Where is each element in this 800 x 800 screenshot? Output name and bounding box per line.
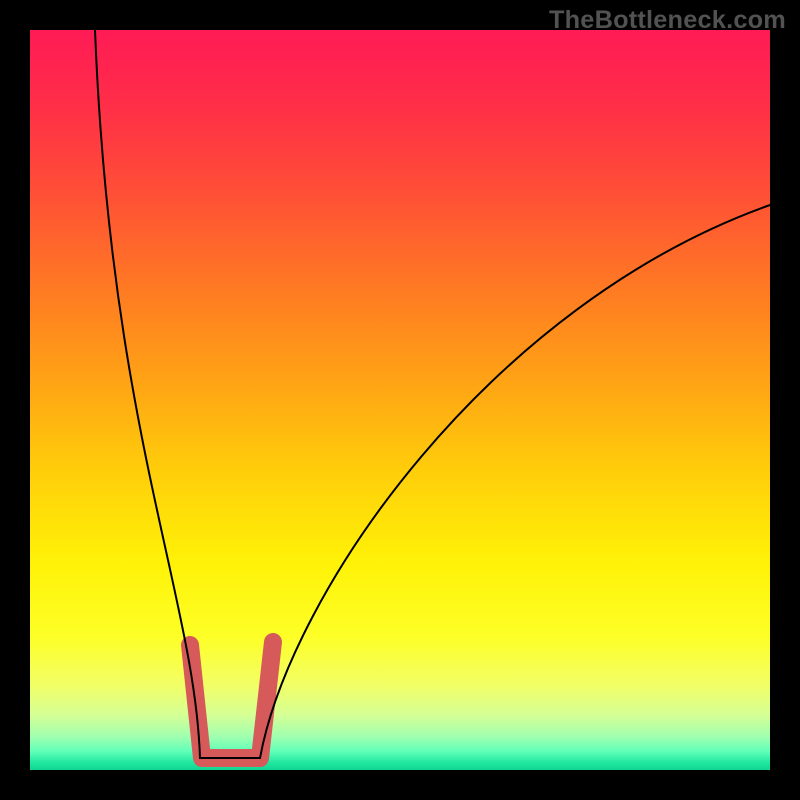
chart-svg (0, 0, 800, 800)
chart-frame: TheBottleneck.com (0, 0, 800, 800)
plot-background (30, 30, 770, 770)
watermark-text: TheBottleneck.com (549, 6, 786, 35)
